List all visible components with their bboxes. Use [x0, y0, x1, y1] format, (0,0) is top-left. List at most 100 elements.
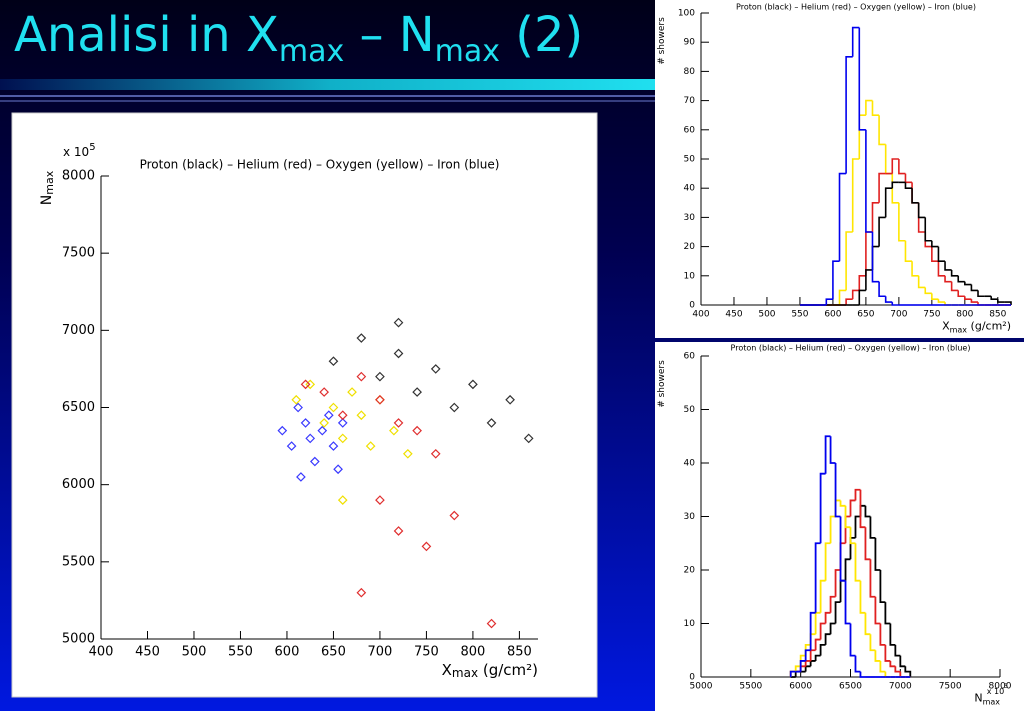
histogram-bin: [844, 558, 851, 581]
x-tick-label: 500: [758, 310, 775, 320]
y-tick-label: 20: [684, 566, 696, 576]
scatter-point: [328, 402, 339, 413]
histogram-bin: [894, 644, 901, 657]
histogram-bin: [804, 649, 811, 661]
x-label-unit: (g/cm²): [478, 661, 538, 679]
histogram-bin: [898, 159, 906, 175]
x-tick-label: 450: [725, 310, 742, 320]
y-tick-label: 30: [684, 213, 696, 223]
x-label-text: X: [942, 320, 950, 333]
histogram-bin: [904, 182, 913, 189]
histogram-bin: [858, 275, 866, 291]
y-tick-label: 80: [684, 67, 696, 77]
histogram-bin: [871, 100, 880, 116]
scatter-point: [356, 410, 367, 421]
histogram-bin: [839, 516, 846, 582]
y-tick-label: 7000: [62, 323, 95, 338]
chart-title: Proton (black) – Helium (red) – Oxygen (…: [736, 3, 976, 12]
scatter-point: [393, 418, 404, 428]
x-tick-label: 850: [989, 310, 1006, 320]
x-label-text: N: [974, 692, 982, 705]
scatter-point: [305, 433, 316, 444]
histogram-bin: [851, 289, 860, 300]
x-label-sub: max: [950, 325, 968, 334]
histogram-bin: [794, 665, 801, 672]
histogram-bin: [809, 611, 816, 651]
scatter-point: [449, 510, 460, 521]
scatter-point: [328, 441, 339, 451]
chart-title: Proton (black) – Helium (red) – Oxygen (…: [140, 158, 500, 172]
y-tick-label: 60: [684, 125, 696, 135]
histogram-bin: [825, 298, 833, 305]
x-tick-label: 800: [461, 645, 486, 660]
histogram-bin: [819, 579, 826, 613]
scatter-point: [277, 425, 288, 436]
x-tick-label: 600: [824, 310, 841, 320]
x-tick-label: 850: [507, 645, 532, 660]
panel: [655, 0, 1024, 338]
histogram-bin: [944, 261, 952, 271]
y-tick-label: 40: [684, 184, 696, 194]
histogram-bin: [911, 261, 919, 277]
histogram-bin: [824, 633, 831, 645]
scatter-point: [486, 618, 497, 629]
x-tick-label: 5500: [739, 682, 762, 692]
histogram-bin: [964, 296, 972, 300]
multiplier-exp: 5: [89, 142, 95, 153]
histogram-bin: [851, 158, 860, 232]
histogram-bin: [845, 231, 853, 291]
scatter-point: [296, 472, 306, 482]
histogram-bin: [898, 202, 906, 242]
scatter-point: [317, 425, 328, 436]
y-tick-label: 8000: [62, 169, 95, 184]
histogram-bin: [814, 638, 821, 651]
x-tick-label: 5000: [690, 682, 713, 692]
histogram-bin: [829, 622, 836, 635]
histogram-bin: [864, 527, 871, 561]
y-tick-label: 0: [689, 301, 695, 311]
y-tick-label: 0: [689, 673, 695, 683]
histogram-bin: [869, 559, 876, 598]
scatter-point: [337, 410, 348, 421]
scatter-point: [310, 456, 320, 467]
scatter-point: [300, 379, 311, 390]
y-tick-label: 50: [684, 405, 696, 415]
histogram-bin: [904, 240, 913, 262]
histogram-bin: [874, 650, 881, 662]
histogram-bin: [889, 660, 896, 668]
histogram-bin: [950, 281, 959, 292]
histogram-bin: [845, 56, 853, 174]
histogram-bin: [819, 622, 826, 640]
histogram-bin: [931, 240, 939, 248]
histogram-bin: [970, 284, 979, 292]
histogram-bin: [937, 246, 946, 262]
y-label-text: # showers: [657, 360, 667, 408]
histogram-bin: [869, 634, 876, 652]
scatter-point: [319, 418, 329, 428]
slide-title: Analisi in Xmax – Nmax (2): [14, 7, 583, 69]
scatter-point: [337, 433, 348, 444]
histogram-bin: [977, 290, 985, 298]
x-tick-label: 750: [923, 310, 940, 320]
scatter-point: [365, 441, 376, 451]
histogram-bin: [889, 623, 896, 646]
histogram-bin: [869, 516, 876, 539]
scatter-point: [430, 364, 441, 374]
x-tick-label: 600: [275, 645, 300, 660]
scatter-point: [347, 387, 357, 397]
histogram-bin: [789, 670, 796, 677]
histogram-bin: [878, 216, 886, 247]
x-tick-label: 500: [182, 645, 207, 660]
y-axis-label: # showers: [657, 360, 667, 408]
scatter-point: [421, 541, 432, 552]
scatter-point: [412, 387, 422, 397]
y-tick-label: 5000: [62, 632, 95, 647]
histogram-bin: [891, 181, 899, 189]
histogram-bin: [891, 302, 899, 306]
x-tick-label: 7500: [939, 682, 962, 692]
panel: [11, 112, 598, 698]
histogram-bin: [878, 115, 886, 146]
multiplier-text: x 10: [987, 687, 1004, 696]
scatter-point: [375, 371, 385, 382]
histogram-bin: [829, 515, 836, 544]
